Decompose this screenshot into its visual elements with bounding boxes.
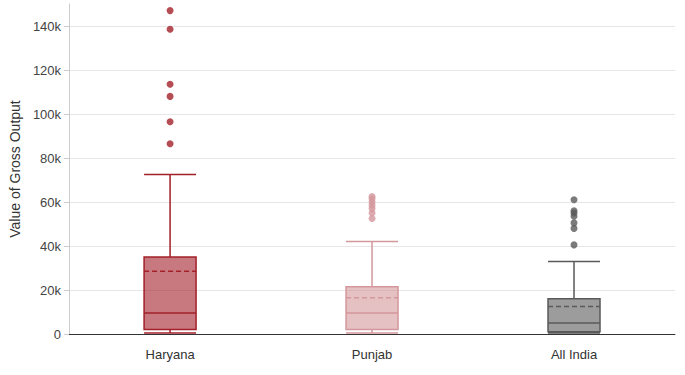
svg-text:Punjab: Punjab (352, 347, 392, 362)
svg-text:All India: All India (551, 347, 598, 362)
svg-text:20k: 20k (40, 283, 61, 298)
svg-text:Value of Gross Output: Value of Gross Output (7, 100, 23, 238)
svg-text:0: 0 (54, 327, 61, 342)
svg-text:60k: 60k (40, 195, 61, 210)
svg-text:140k: 140k (33, 19, 62, 34)
svg-text:Haryana: Haryana (146, 347, 196, 362)
svg-text:80k: 80k (40, 151, 61, 166)
svg-text:40k: 40k (40, 239, 61, 254)
svg-text:100k: 100k (33, 107, 62, 122)
svg-text:120k: 120k (33, 63, 62, 78)
